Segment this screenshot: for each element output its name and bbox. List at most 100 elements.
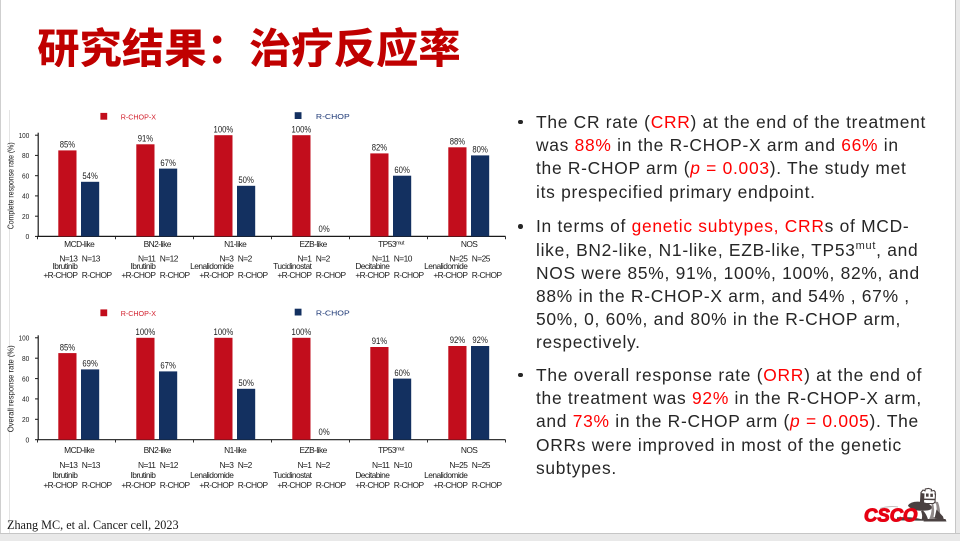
svg-text:100%: 100% bbox=[292, 327, 312, 337]
svg-text:+R-CHOP: +R-CHOP bbox=[433, 480, 468, 490]
svg-text:Ibrutinib: Ibrutinib bbox=[53, 261, 79, 271]
svg-text:Complete response rate (%): Complete response rate (%) bbox=[7, 142, 16, 229]
svg-text:92%: 92% bbox=[472, 335, 487, 345]
svg-text:85%: 85% bbox=[60, 140, 75, 150]
svg-text:100%: 100% bbox=[214, 327, 234, 337]
svg-text:+R-CHOP: +R-CHOP bbox=[433, 270, 468, 280]
svg-text:67%: 67% bbox=[160, 158, 175, 168]
svg-text:92%: 92% bbox=[450, 335, 465, 345]
svg-text:Ibrutinib: Ibrutinib bbox=[53, 470, 79, 480]
svg-text:N=13: N=13 bbox=[82, 253, 101, 263]
svg-text:N=25: N=25 bbox=[449, 460, 468, 470]
svg-text:N=1: N=1 bbox=[297, 253, 312, 263]
svg-text:N=11: N=11 bbox=[138, 253, 156, 263]
svg-text:N=11: N=11 bbox=[372, 460, 390, 470]
svg-text:60: 60 bbox=[22, 171, 29, 180]
svg-text:40: 40 bbox=[22, 395, 29, 404]
svg-text:R-CHOP-X: R-CHOP-X bbox=[121, 113, 156, 122]
svg-text:88%: 88% bbox=[450, 137, 465, 147]
svg-text:80: 80 bbox=[22, 151, 29, 160]
svg-text:Overall response rate (%): Overall response rate (%) bbox=[7, 345, 16, 432]
svg-text:60: 60 bbox=[22, 374, 29, 383]
svg-text:0%: 0% bbox=[319, 224, 330, 234]
svg-text:R-CHOP: R-CHOP bbox=[238, 480, 269, 490]
svg-text:N=12: N=12 bbox=[160, 460, 179, 470]
svg-text:80: 80 bbox=[22, 354, 29, 363]
svg-text:85%: 85% bbox=[60, 342, 75, 352]
svg-text:100%: 100% bbox=[136, 327, 156, 337]
svg-text:NOS: NOS bbox=[461, 445, 478, 455]
svg-text:N=11: N=11 bbox=[138, 460, 156, 470]
svg-text:N=2: N=2 bbox=[316, 253, 331, 263]
svg-text:69%: 69% bbox=[82, 359, 97, 369]
svg-text:Ibrutinib: Ibrutinib bbox=[131, 261, 157, 271]
svg-text:N=10: N=10 bbox=[394, 253, 413, 263]
svg-text:40: 40 bbox=[22, 192, 29, 201]
svg-text:R-CHOP: R-CHOP bbox=[160, 270, 191, 280]
svg-text:100%: 100% bbox=[292, 124, 312, 134]
svg-text:N=25: N=25 bbox=[449, 253, 468, 263]
svg-text:91%: 91% bbox=[372, 336, 387, 346]
svg-text:+R-CHOP: +R-CHOP bbox=[121, 270, 156, 280]
svg-text:N=3: N=3 bbox=[219, 253, 234, 263]
svg-text:100%: 100% bbox=[214, 124, 234, 134]
svg-text:MCD-like: MCD-like bbox=[64, 239, 95, 249]
svg-text:N=1: N=1 bbox=[297, 460, 312, 470]
svg-text:+R-CHOP: +R-CHOP bbox=[277, 480, 312, 490]
svg-text:NOS: NOS bbox=[461, 239, 478, 249]
svg-text:20: 20 bbox=[22, 212, 29, 221]
svg-text:+R-CHOP: +R-CHOP bbox=[355, 480, 390, 490]
svg-text:+R-CHOP: +R-CHOP bbox=[199, 270, 234, 280]
svg-text:0: 0 bbox=[26, 232, 30, 241]
svg-text:TP53mut: TP53mut bbox=[378, 239, 405, 249]
svg-text:R-CHOP: R-CHOP bbox=[394, 270, 425, 280]
svg-text:N=11: N=11 bbox=[372, 253, 390, 263]
svg-text:N=25: N=25 bbox=[472, 253, 491, 263]
svg-text:67%: 67% bbox=[160, 361, 175, 371]
svg-text:0%: 0% bbox=[319, 427, 330, 437]
svg-text:Tucidinostat: Tucidinostat bbox=[273, 261, 312, 271]
svg-text:82%: 82% bbox=[372, 143, 387, 153]
svg-text:TP53mut: TP53mut bbox=[378, 445, 405, 455]
svg-text:N1-like: N1-like bbox=[224, 239, 247, 249]
svg-text:R-CHOP: R-CHOP bbox=[316, 480, 347, 490]
svg-text:R-CHOP: R-CHOP bbox=[316, 270, 347, 280]
svg-text:Decitabine: Decitabine bbox=[355, 261, 390, 271]
svg-text:N=13: N=13 bbox=[82, 460, 101, 470]
svg-text:0: 0 bbox=[26, 435, 30, 444]
svg-text:+R-CHOP: +R-CHOP bbox=[43, 270, 78, 280]
svg-text:80%: 80% bbox=[472, 145, 487, 155]
svg-text:BN2-like: BN2-like bbox=[144, 239, 172, 249]
svg-text:Lenalidomide: Lenalidomide bbox=[424, 261, 468, 271]
svg-text:CSCO: CSCO bbox=[864, 504, 918, 525]
svg-text:91%: 91% bbox=[138, 134, 153, 144]
svg-text:R-CHOP: R-CHOP bbox=[238, 270, 269, 280]
svg-text:MCD-like: MCD-like bbox=[64, 445, 95, 455]
svg-text:N=2: N=2 bbox=[238, 253, 253, 263]
svg-text:N=2: N=2 bbox=[238, 460, 253, 470]
svg-text:N=25: N=25 bbox=[472, 460, 491, 470]
svg-text:BN2-like: BN2-like bbox=[144, 445, 172, 455]
svg-text:+R-CHOP: +R-CHOP bbox=[355, 270, 390, 280]
svg-text:60%: 60% bbox=[394, 368, 409, 378]
svg-text:Ibrutinib: Ibrutinib bbox=[131, 470, 157, 480]
svg-text:N=2: N=2 bbox=[316, 460, 331, 470]
svg-text:N=3: N=3 bbox=[219, 460, 234, 470]
svg-text:50%: 50% bbox=[238, 378, 253, 388]
svg-text:+R-CHOP: +R-CHOP bbox=[43, 480, 78, 490]
svg-text:N=10: N=10 bbox=[394, 460, 413, 470]
svg-text:Lenalidomide: Lenalidomide bbox=[190, 470, 234, 480]
svg-text:R-CHOP: R-CHOP bbox=[82, 270, 113, 280]
svg-text:N=13: N=13 bbox=[59, 253, 78, 263]
svg-text:R-CHOP: R-CHOP bbox=[472, 270, 503, 280]
svg-text:EZB-like: EZB-like bbox=[299, 445, 327, 455]
svg-text:N=12: N=12 bbox=[160, 253, 179, 263]
svg-text:N1-like: N1-like bbox=[224, 445, 247, 455]
svg-text:100: 100 bbox=[19, 131, 30, 140]
svg-text:R-CHOP: R-CHOP bbox=[316, 308, 350, 317]
svg-text:20: 20 bbox=[22, 415, 29, 424]
svg-text:+R-CHOP: +R-CHOP bbox=[199, 480, 234, 490]
svg-text:100: 100 bbox=[19, 334, 30, 343]
svg-text:Tucidinostat: Tucidinostat bbox=[273, 470, 312, 480]
svg-text:R-CHOP: R-CHOP bbox=[160, 480, 191, 490]
